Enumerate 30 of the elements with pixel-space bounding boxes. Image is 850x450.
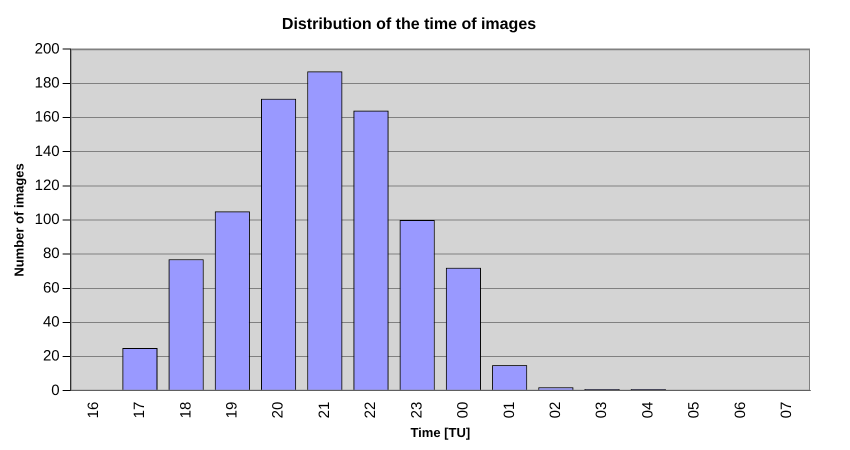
x-tick-label: 23: [408, 402, 426, 418]
x-tick-label: 21: [316, 402, 333, 418]
y-tick-label: 0: [51, 382, 60, 399]
x-tick-label: 03: [593, 402, 610, 418]
y-tick-label: 160: [34, 108, 60, 126]
y-tick-label: 140: [34, 142, 60, 160]
y-tick-label: 100: [34, 211, 60, 228]
x-tick-label: 17: [131, 402, 148, 418]
x-axis-title: Time [TU]: [410, 424, 470, 440]
y-axis-title: Number of images: [11, 163, 26, 277]
x-tick-label: 05: [686, 402, 703, 418]
x-tick-label: 01: [500, 402, 518, 418]
x-tick-label: 06: [732, 402, 749, 418]
x-tick-label: 22: [362, 402, 380, 418]
x-tick-label: 04: [639, 402, 656, 418]
y-tick-label: 40: [42, 314, 60, 331]
x-tick-label: 00: [454, 402, 472, 418]
x-tick-label: 20: [270, 402, 287, 418]
x-tick-label: 18: [177, 402, 194, 418]
y-tick-label: 120: [34, 176, 60, 194]
chart-title: Distribution of the time of images: [282, 16, 536, 34]
y-tick-label: 20: [42, 348, 60, 365]
x-tick-label: 02: [546, 402, 564, 418]
y-tick-label: 80: [42, 245, 60, 262]
y-tick-label: 60: [42, 279, 60, 296]
x-tick-label: 07: [778, 402, 796, 418]
y-tick-label: 200: [34, 40, 60, 58]
x-tick-label: 16: [84, 402, 102, 418]
y-tick-label: 180: [34, 74, 60, 92]
x-tick-label: 19: [224, 402, 241, 418]
